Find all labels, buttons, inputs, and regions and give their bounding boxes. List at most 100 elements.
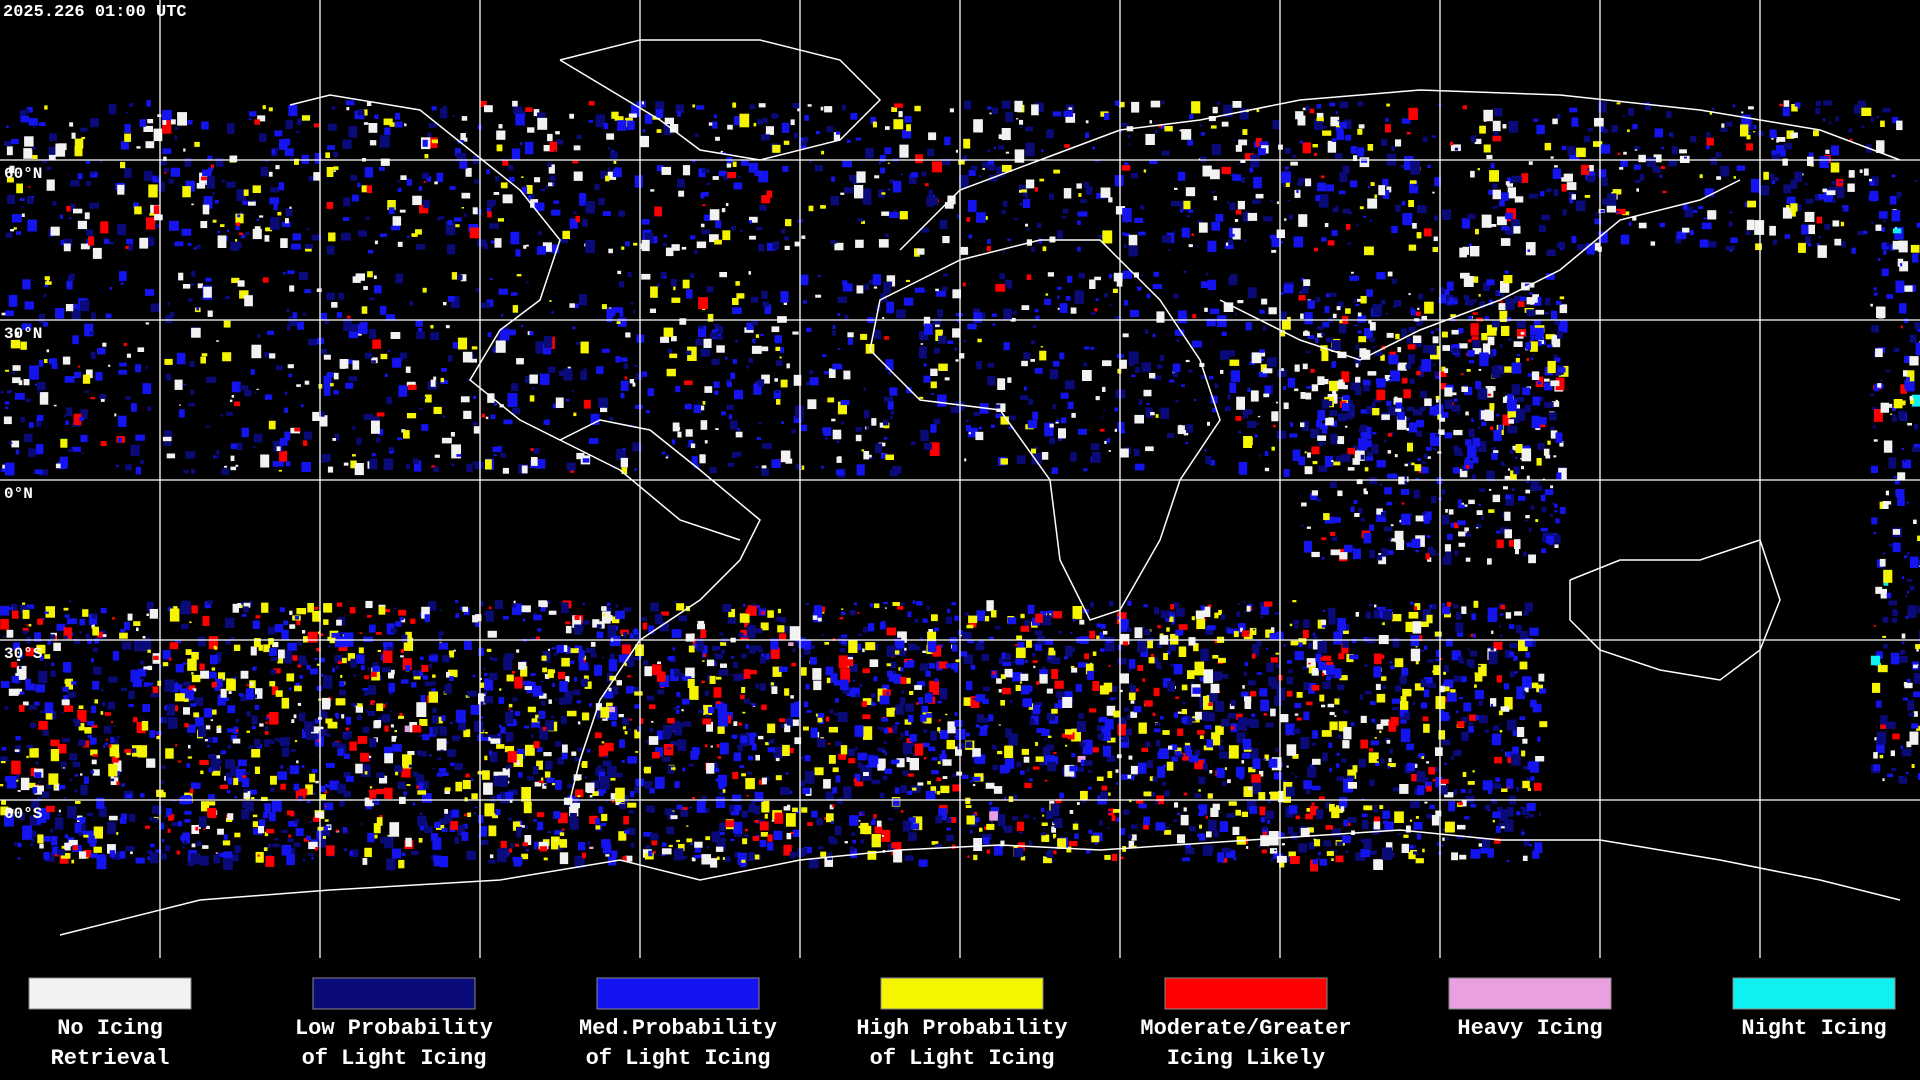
icing-pixel	[1328, 617, 1336, 625]
icing-pixel	[758, 244, 764, 252]
icing-pixel	[504, 746, 515, 753]
icing-pixel	[384, 373, 388, 377]
icing-pixel	[1536, 124, 1545, 135]
icing-pixel	[347, 653, 356, 661]
icing-pixel	[1309, 806, 1319, 816]
icing-pixel	[1436, 399, 1439, 403]
icing-pixel	[595, 114, 606, 128]
icing-pixel	[1271, 238, 1281, 248]
icing-pixel	[1, 468, 9, 473]
icing-pixel	[736, 293, 745, 299]
icing-pixel	[449, 186, 456, 190]
icing-pixel	[136, 146, 141, 149]
icing-pixel	[319, 415, 328, 427]
icing-pixel	[1064, 144, 1070, 148]
icing-pixel	[925, 670, 931, 677]
icing-pixel	[1280, 311, 1288, 321]
icing-pixel	[1358, 124, 1365, 129]
icing-pixel	[857, 762, 863, 768]
icing-pixel	[589, 815, 598, 825]
icing-pixel	[619, 281, 625, 288]
icing-pixel	[78, 723, 85, 731]
icing-pixel	[1529, 627, 1539, 636]
icing-pixel	[207, 155, 213, 161]
icing-pixel	[750, 732, 757, 737]
icing-pixel	[831, 176, 835, 182]
icing-pixel	[1423, 677, 1433, 686]
icing-pixel	[1835, 116, 1839, 122]
icing-pixel	[1167, 650, 1171, 655]
icing-pixel	[1434, 371, 1439, 377]
icing-pixel	[1569, 198, 1574, 204]
icing-pixel	[20, 341, 27, 350]
icing-pixel	[490, 414, 496, 420]
icing-pixel	[1468, 834, 1471, 837]
icing-pixel	[1425, 446, 1432, 451]
icing-pixel	[1416, 771, 1426, 783]
icing-pixel	[1367, 198, 1378, 209]
icing-pixel	[423, 199, 430, 209]
icing-pixel	[1163, 764, 1167, 768]
icing-pixel	[485, 459, 492, 470]
icing-pixel	[1460, 502, 1464, 505]
icing-pixel	[1627, 108, 1634, 116]
icing-pixel	[145, 322, 150, 325]
icing-pixel	[725, 715, 732, 724]
icing-pixel	[1528, 844, 1533, 847]
icing-pixel	[1046, 129, 1054, 139]
icing-pixel	[1597, 101, 1607, 113]
icing-pixel	[1008, 733, 1018, 746]
icing-pixel	[654, 206, 662, 217]
icing-pixel	[1557, 331, 1563, 339]
icing-pixel	[1518, 495, 1526, 501]
icing-pixel	[418, 186, 423, 191]
icing-pixel	[1376, 693, 1386, 703]
icing-pixel	[1035, 315, 1040, 321]
icing-pixel	[1130, 700, 1135, 704]
icing-pixel	[735, 804, 742, 811]
icing-pixel	[605, 615, 613, 621]
icing-pixel	[1862, 230, 1868, 235]
icing-pixel	[516, 111, 526, 116]
icing-pixel	[253, 828, 262, 835]
icing-pixel	[1290, 640, 1299, 646]
icing-pixel	[991, 313, 997, 317]
icing-pixel	[1397, 347, 1402, 353]
icing-pixel	[44, 284, 49, 288]
icing-pixel	[521, 186, 528, 195]
icing-pixel	[873, 329, 882, 340]
icing-pixel	[491, 240, 495, 244]
icing-pixel	[1376, 508, 1383, 515]
icing-pixel	[1292, 754, 1299, 759]
icing-pixel	[880, 293, 887, 302]
icing-pixel	[1012, 672, 1022, 682]
icing-pixel	[1237, 300, 1244, 304]
icing-pixel	[1384, 821, 1394, 832]
icing-pixel	[1408, 293, 1411, 296]
icing-pixel	[998, 134, 1004, 139]
icing-pixel	[1107, 827, 1110, 830]
icing-pixel	[371, 420, 380, 434]
icing-pixel	[726, 404, 734, 410]
icing-pixel	[1265, 810, 1275, 820]
icing-pixel	[1699, 239, 1709, 248]
icing-pixel	[1019, 681, 1023, 684]
icing-pixel	[792, 331, 799, 335]
icing-pixel	[1230, 370, 1240, 382]
icing-pixel	[241, 234, 246, 239]
icing-pixel	[1382, 190, 1390, 199]
icing-pixel	[1472, 340, 1481, 348]
icing-pixel	[563, 368, 573, 381]
icing-pixel	[1515, 357, 1520, 363]
icing-pixel	[1489, 170, 1499, 182]
icing-pixel	[1039, 178, 1045, 182]
icing-pixel	[1079, 619, 1085, 625]
icing-pixel	[879, 154, 886, 162]
icing-pixel	[1260, 364, 1267, 373]
icing-pixel	[741, 687, 746, 694]
icing-pixel	[505, 791, 514, 801]
icing-pixel	[187, 120, 193, 125]
icing-pixel	[1357, 312, 1362, 317]
icing-pixel	[698, 297, 708, 309]
icing-pixel	[248, 118, 252, 120]
